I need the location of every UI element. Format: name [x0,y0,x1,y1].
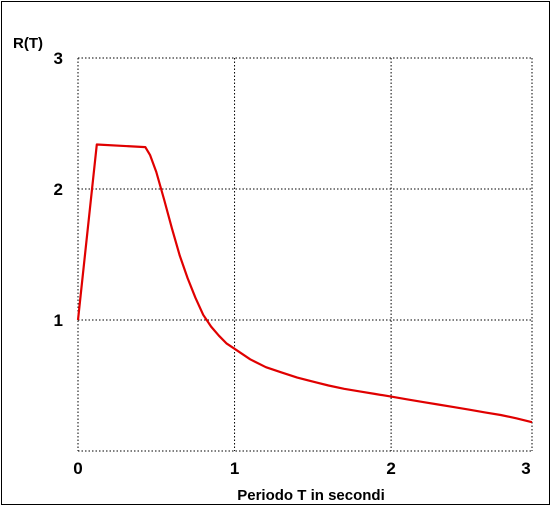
y-tick-label: 1 [54,311,63,330]
series-group [76,143,533,424]
y-axis-label: R(T) [13,35,43,52]
x-axis-label: Periodo T in secondi [237,487,385,504]
x-tick-label: 1 [230,459,239,478]
y-tick-label: 3 [54,49,63,68]
y-tick-label: 2 [54,180,63,199]
x-tick-label: 3 [521,459,530,478]
tick-labels: 0 1 2 3 1 2 3 [54,49,531,478]
x-tick-label: 0 [73,459,82,478]
grid [77,57,533,452]
x-tick-label: 2 [386,459,395,478]
series-line [76,143,533,424]
